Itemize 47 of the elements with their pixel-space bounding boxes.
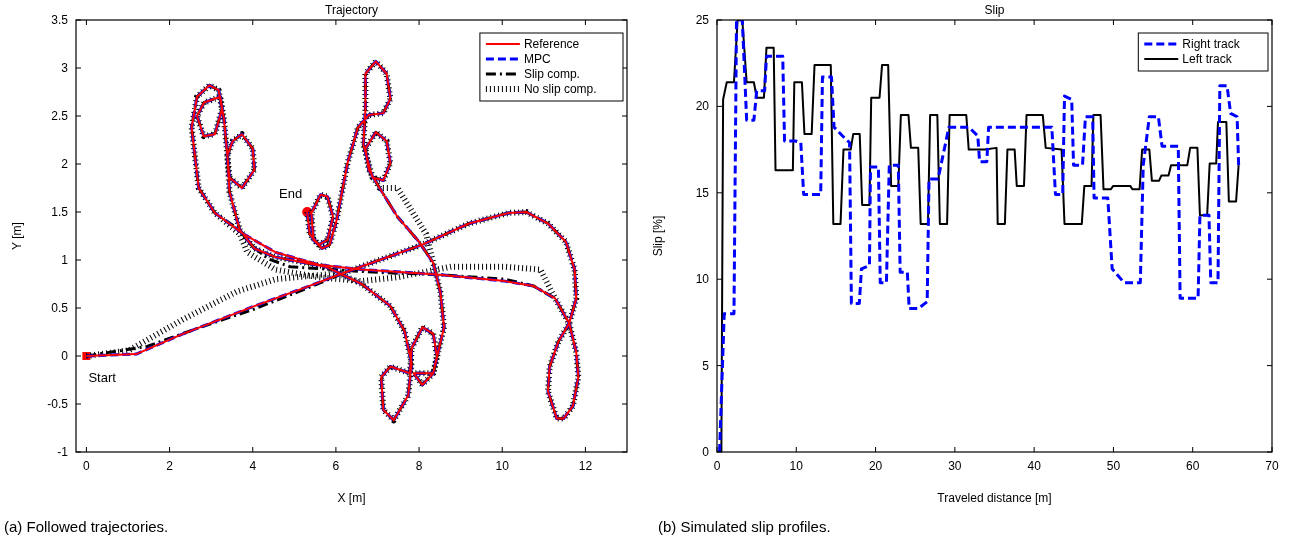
x-tick-label: 40 [1027, 459, 1042, 473]
y-tick-label: 1.5 [51, 205, 69, 219]
text: (a) Followed trajectories. [4, 518, 169, 535]
legend-label: MPC [523, 52, 551, 66]
x-tick-label: 0 [713, 459, 721, 473]
y-tick-label: 0 [61, 349, 69, 363]
x-tick-label: 20 [868, 459, 883, 473]
legend-label: Right track [1182, 37, 1241, 51]
x-tick-label: 60 [1186, 459, 1200, 473]
annotation: Start [88, 370, 117, 385]
x-tick-label: 70 [1265, 459, 1279, 473]
y-tick-label: -0.5 [47, 397, 69, 411]
text: (b) Simulated slip profiles. [658, 518, 831, 535]
legend-label: No slip comp. [523, 82, 597, 96]
y-tick-label: 2 [61, 157, 69, 171]
y-tick-label: 10 [695, 272, 710, 287]
chart-title: Slip [984, 3, 1005, 17]
y-tick-label: 1 [61, 253, 69, 267]
chart-title: Trajectory [325, 3, 378, 17]
y-tick-label: 0.5 [51, 301, 69, 315]
x-tick-label: 10 [789, 459, 804, 473]
x-axis-title: Traveled distance [m] [937, 491, 1052, 505]
y-axis-title: Y [m] [10, 222, 24, 250]
legend-label: Reference [523, 37, 580, 51]
x-tick-label: 10 [495, 459, 510, 473]
annotation: End [279, 186, 303, 201]
y-tick-label: 3.5 [51, 13, 69, 27]
y-axis-title: Slip [%] [651, 215, 665, 257]
y-tick-label: -1 [57, 445, 69, 459]
y-tick-label: 3 [61, 61, 69, 75]
x-tick-label: 0 [83, 459, 91, 473]
legend-label: Left track [1182, 52, 1233, 66]
y-tick-label: 0 [702, 445, 710, 459]
x-tick-label: 8 [415, 459, 423, 473]
x-tick-label: 2 [166, 459, 174, 473]
y-tick-label: 2.5 [51, 109, 69, 123]
y-tick-label: 20 [695, 99, 710, 114]
y-tick-label: 15 [695, 185, 710, 200]
x-tick-label: 50 [1106, 459, 1121, 473]
y-tick-label: 25 [695, 13, 710, 27]
x-tick-label: 6 [332, 459, 340, 473]
x-tick-label: 12 [578, 459, 593, 473]
x-tick-label: 30 [948, 459, 962, 473]
x-tick-label: 4 [249, 459, 257, 473]
y-tick-label: 5 [702, 358, 710, 373]
x-axis-title: X [m] [337, 491, 366, 505]
legend-label: Slip comp. [523, 67, 580, 81]
